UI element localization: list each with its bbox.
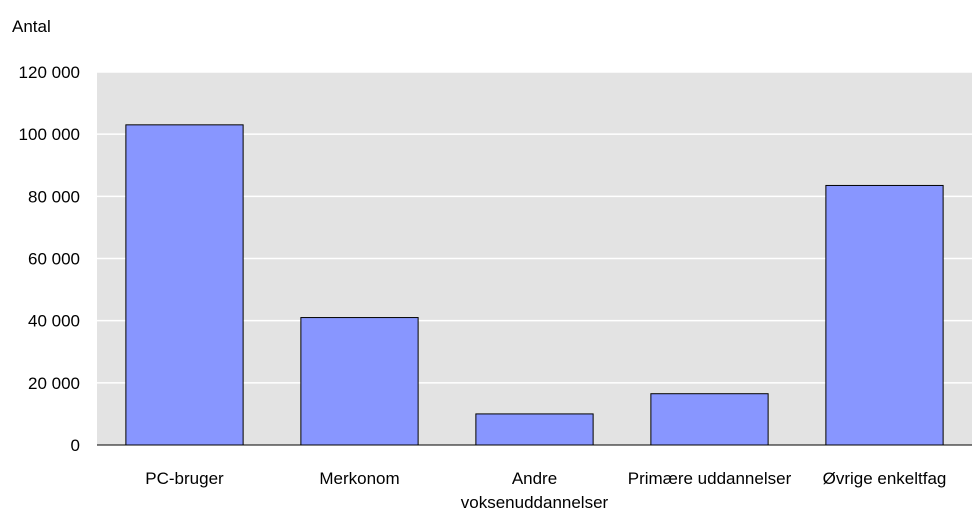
bar	[825, 184, 944, 446]
x-category-label: Primære uddannelser	[628, 469, 792, 488]
bar	[300, 317, 419, 446]
bars	[125, 124, 944, 446]
y-tick-label: 100 000	[19, 125, 80, 144]
y-tick-label: 40 000	[28, 312, 80, 331]
x-category-label: Øvrige enkeltfag	[823, 469, 947, 488]
bar	[650, 393, 769, 446]
y-axis-label: Antal	[12, 17, 51, 36]
x-category-label: Merkonom	[319, 469, 399, 488]
bar	[475, 413, 594, 446]
y-tick-labels: 0 20 000 40 000 60 000 80 000 100 000 120 000	[19, 63, 80, 455]
x-category-label: Andre voksenuddannelser	[461, 469, 609, 512]
y-tick-label: 80 000	[28, 187, 80, 206]
x-category-labels: PC-bruger Merkonom Andre voksenuddannelser P…	[145, 469, 946, 512]
y-tick-label: 60 000	[28, 250, 80, 269]
y-tick-label: 20 000	[28, 374, 80, 393]
x-category-label: PC-bruger	[145, 469, 224, 488]
y-tick-label: 120 000	[19, 63, 80, 82]
bar	[125, 124, 244, 446]
y-tick-label: 0	[71, 436, 80, 455]
